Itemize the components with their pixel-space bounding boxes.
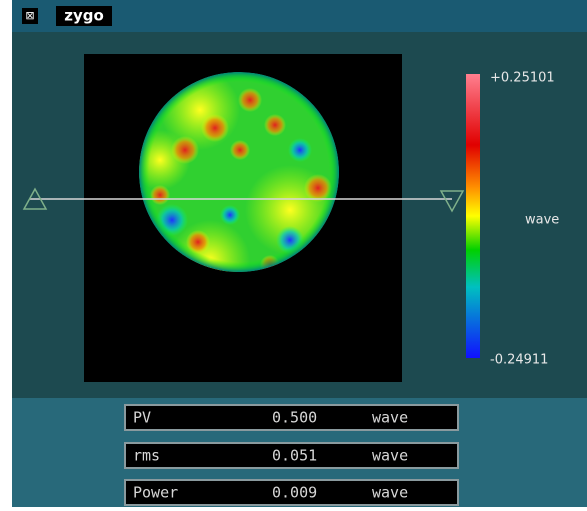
colorbar-min: -0.24911 — [490, 353, 548, 368]
result-unit: wave — [372, 409, 408, 427]
window-title: zygo — [64, 7, 104, 25]
result-label: PV — [133, 409, 151, 427]
page: ⊠ zygo +0.25101 wave -0.24911 PV 0.500 wav… — [0, 0, 587, 507]
result-unit: wave — [372, 447, 408, 465]
app-window: ⊠ zygo +0.25101 wave -0.24911 PV 0.500 wav… — [0, 0, 587, 507]
result-value: 0.500 — [272, 409, 317, 427]
close-glyph: ⊠ — [25, 9, 34, 22]
colorbar-max: +0.25101 — [490, 71, 555, 86]
result-value: 0.051 — [272, 447, 317, 465]
result-unit: wave — [372, 484, 408, 502]
results-table: PV 0.500 wave rms 0.051 wave Power 0.009 wave — [125, 405, 458, 505]
colorbar-unit: wave — [525, 213, 559, 228]
result-value: 0.009 — [272, 484, 317, 502]
result-label: Power — [133, 484, 178, 502]
result-label: rms — [133, 447, 160, 465]
color-bar — [466, 74, 480, 358]
